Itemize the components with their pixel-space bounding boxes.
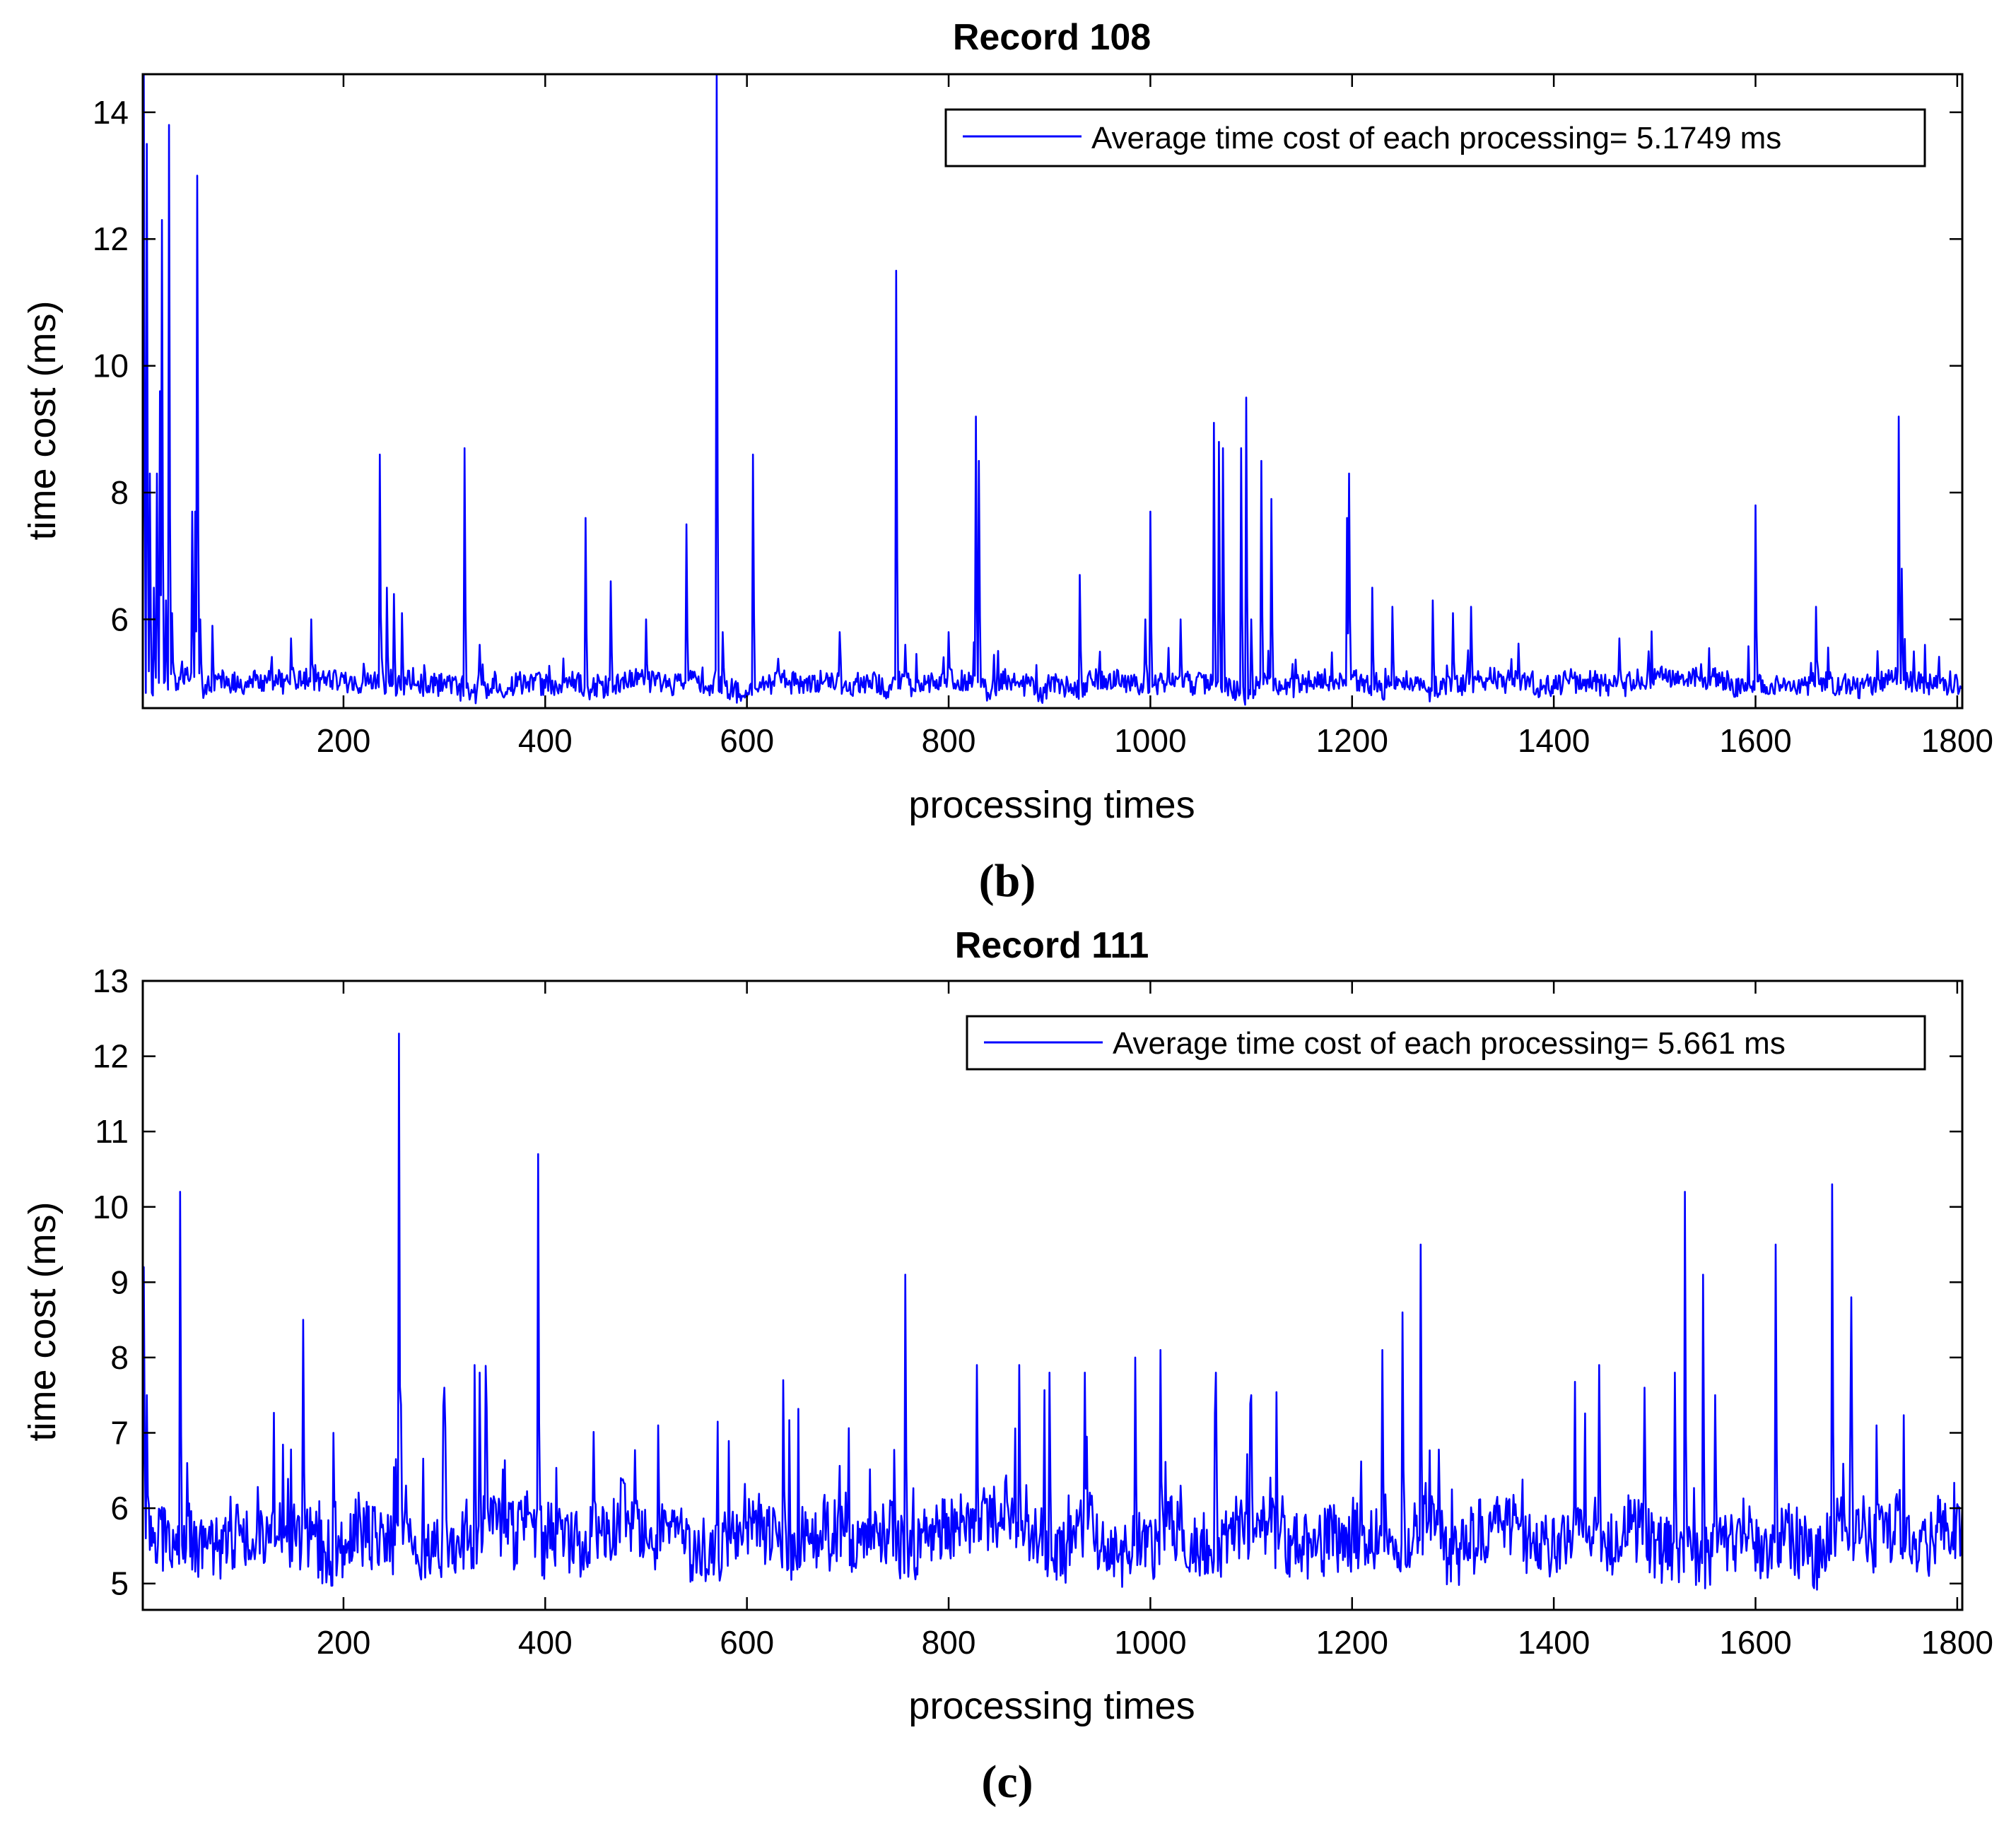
legend-box: [944, 108, 1926, 167]
y-axis-label: time cost (ms): [21, 1201, 64, 1441]
x-tick-label: 1000: [1114, 1624, 1186, 1661]
series-line: [143, 1032, 1962, 1591]
panel-label: (c): [981, 1756, 1033, 1808]
y-tick-label: 9: [110, 1264, 129, 1300]
y-tick-label: 13: [93, 963, 129, 999]
y-tick-label: 5: [110, 1565, 129, 1602]
x-tick-label: 1200: [1316, 1624, 1388, 1661]
series-line-layer: [143, 1032, 1962, 1591]
panel-label: (b): [979, 855, 1036, 907]
chart-title: Record 108: [953, 17, 1151, 58]
y-tick-label: 7: [110, 1415, 129, 1452]
tick-layer: 200 400 600 800 1000 1200 1400 1600 1800 6 8 10 12 14: [93, 74, 1993, 759]
axes-box: [141, 73, 1964, 710]
x-tick-label: 800: [922, 1624, 976, 1661]
y-tick-label: 10: [93, 1189, 129, 1225]
x-tick-label: 600: [720, 1624, 774, 1661]
x-axis-label: processing times: [908, 784, 1195, 826]
x-tick-label: 1400: [1518, 1624, 1590, 1661]
y-tick-label: 12: [93, 1038, 129, 1075]
x-axis-label: processing times: [908, 1685, 1195, 1727]
y-tick-label: 8: [110, 1339, 129, 1376]
x-tick-label: 200: [317, 722, 371, 759]
chart-title: Record 111: [955, 925, 1149, 966]
x-tick-label: 1600: [1719, 722, 1791, 759]
x-tick-label: 600: [720, 722, 774, 759]
x-tick-label: 400: [518, 1624, 573, 1661]
x-tick-label: 1800: [1921, 722, 1993, 759]
y-tick-label: 10: [93, 348, 129, 384]
legend: Average time cost of each processing= 5.…: [966, 1015, 1926, 1071]
x-tick-label: 800: [922, 722, 976, 759]
x-tick-label: 1000: [1114, 722, 1186, 759]
legend-label: Average time cost of each processing= 5.…: [1113, 1026, 1786, 1061]
legend-label: Average time cost of each processing= 5.…: [1091, 121, 1781, 155]
legend-box: [966, 1015, 1926, 1071]
x-tick-label: 400: [518, 722, 573, 759]
tick-layer: 200 400 600 800 1000 1200 1400 1600 1800 5 6 7 8 9 10 1…: [93, 963, 1993, 1661]
y-tick-label: 6: [110, 1490, 129, 1526]
legend: Average time cost of each processing= 5.…: [944, 108, 1926, 167]
x-tick-label: 1400: [1518, 722, 1590, 759]
x-tick-label: 1600: [1719, 1624, 1791, 1661]
series-line-layer: [143, 74, 1962, 706]
y-tick-label: 6: [110, 601, 129, 637]
y-tick-label: 14: [93, 94, 129, 131]
series-line: [143, 74, 1962, 706]
x-tick-label: 200: [317, 1624, 371, 1661]
y-axis-label: time cost (ms): [21, 300, 64, 540]
x-tick-label: 1200: [1316, 722, 1388, 759]
axes-box: [141, 979, 1964, 1611]
chart-record-108: Record 108 200 400 600 800 1000 1200 1400 1600 1…: [21, 17, 1993, 907]
y-tick-label: 11: [95, 1113, 129, 1150]
chart-record-111: Record 111 200 400 600 800 1000 1200 1400 1600 1…: [21, 925, 1993, 1808]
y-tick-label: 8: [110, 474, 129, 511]
y-tick-label: 12: [93, 220, 129, 257]
x-tick-label: 1800: [1921, 1624, 1993, 1661]
